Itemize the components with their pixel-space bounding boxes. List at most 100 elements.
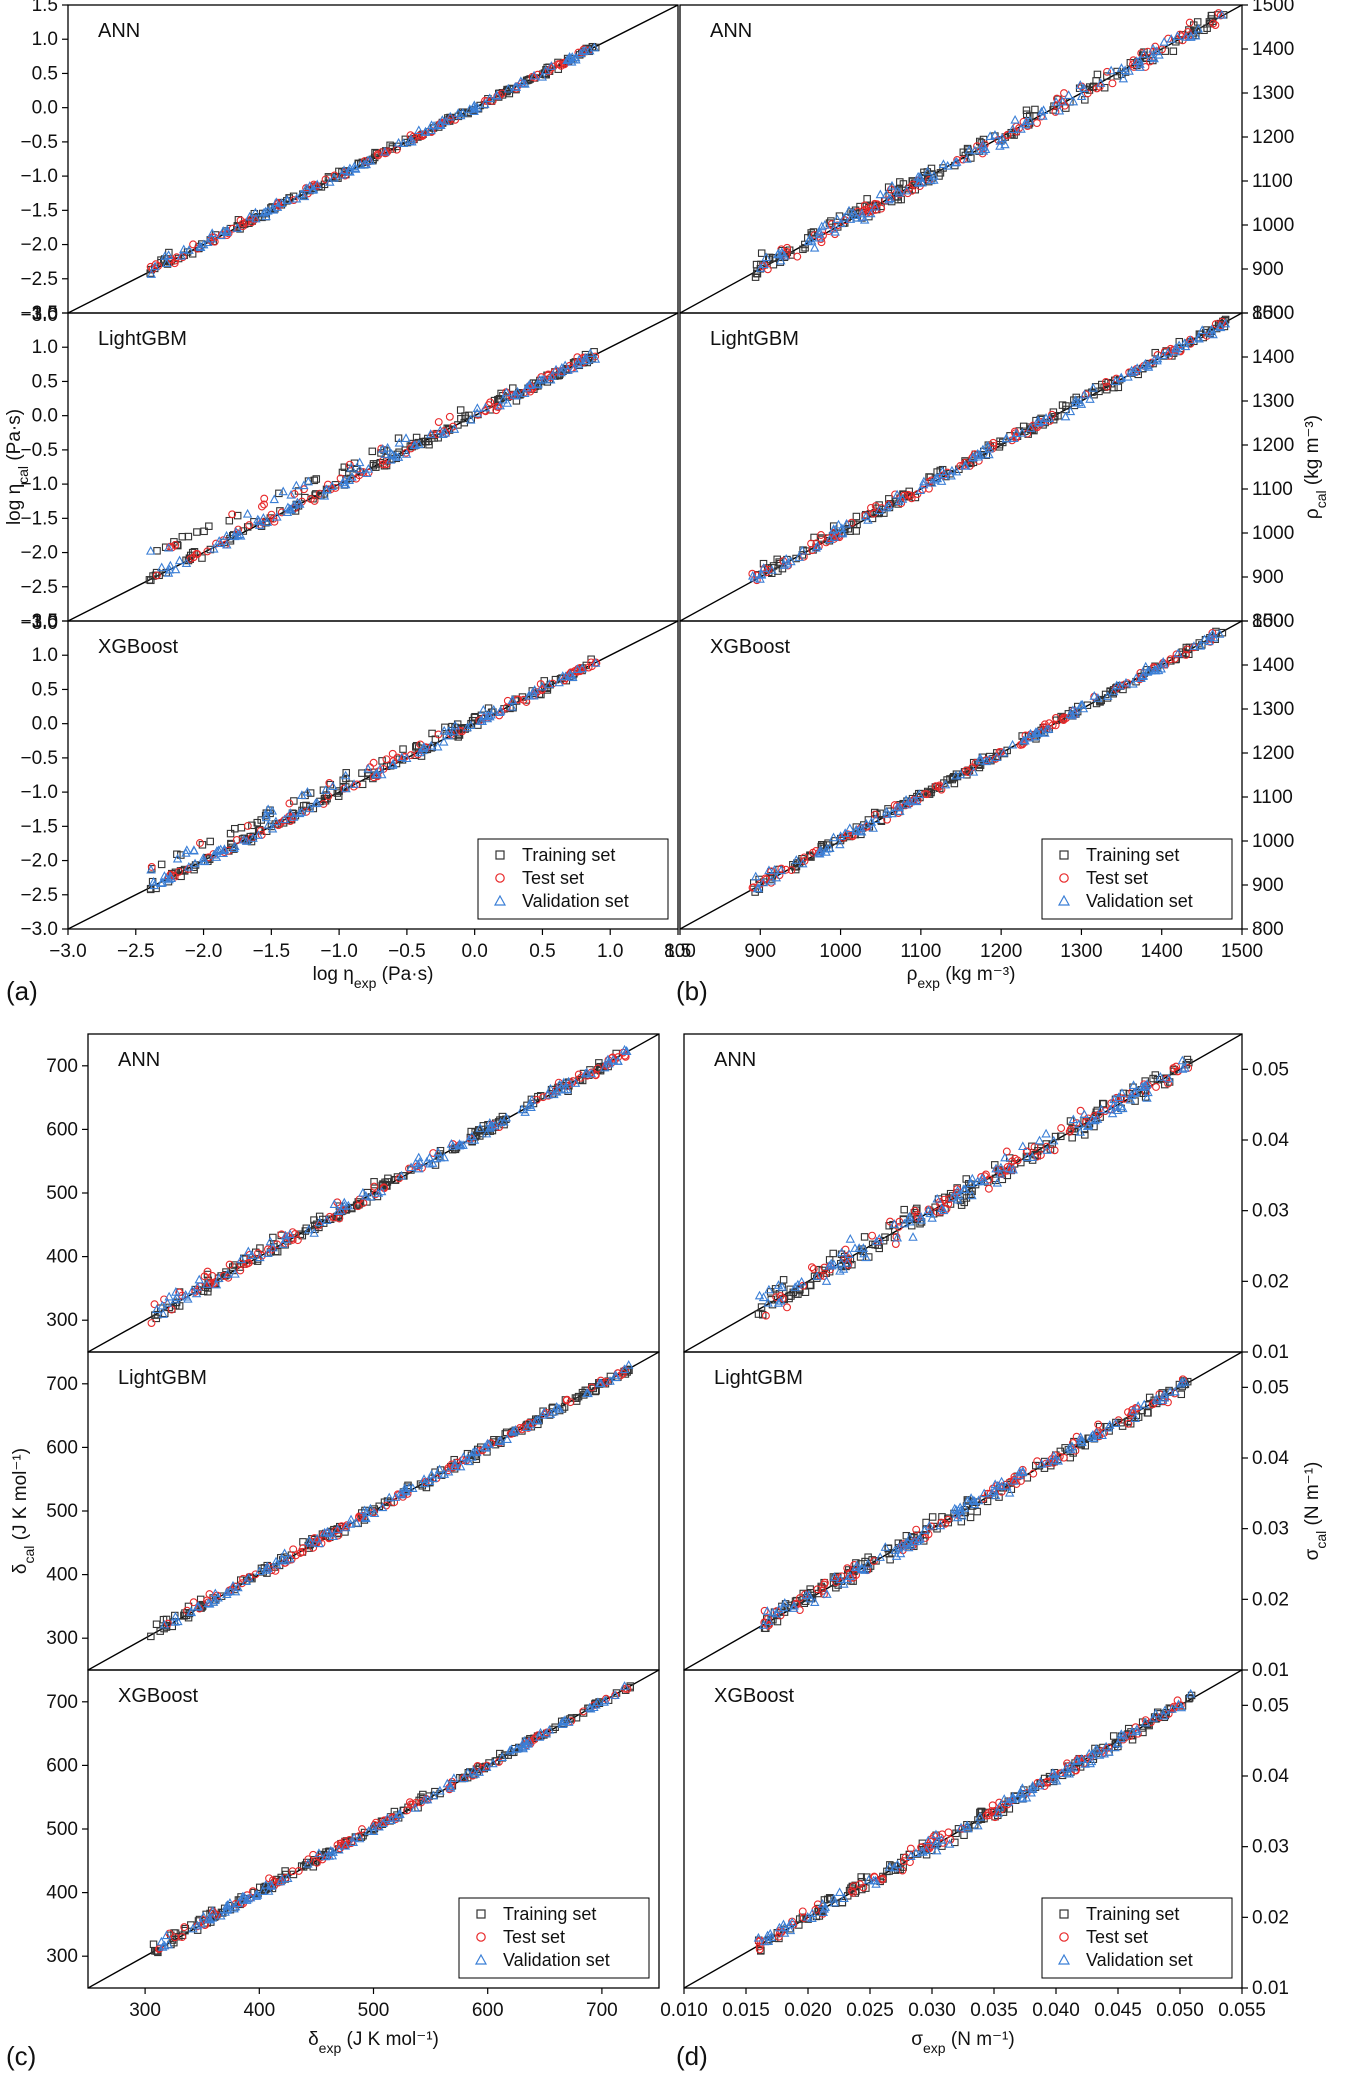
y-tick-label: 1500 [1252, 611, 1294, 632]
point-validation [291, 480, 302, 490]
y-tick-label: 0.5 [32, 63, 58, 84]
point-validation [833, 519, 844, 529]
point-validation [1082, 1121, 1093, 1131]
point-validation [433, 741, 443, 751]
point-validation [1092, 1745, 1103, 1755]
model-label: LightGBM [98, 328, 187, 350]
point-training [757, 1946, 765, 1954]
point-validation [1048, 1768, 1058, 1777]
point-validation [312, 1533, 322, 1543]
point-training [879, 1236, 888, 1245]
point-test [219, 1271, 228, 1280]
point-validation [216, 1910, 226, 1920]
point-validation [239, 1891, 249, 1901]
point-validation [1084, 1748, 1094, 1758]
legend-marker-square [476, 1909, 486, 1919]
x-tick-label: 0.015 [722, 2000, 770, 2021]
point-validation [1143, 360, 1153, 370]
point-validation [543, 1089, 553, 1099]
point-training [1041, 418, 1049, 427]
point-validation [254, 520, 265, 529]
point-training [757, 1303, 766, 1311]
point-validation [340, 1840, 351, 1850]
y-tick-label: 1200 [1252, 743, 1294, 764]
point-training [860, 1233, 869, 1241]
point-test [1059, 1453, 1068, 1462]
point-test [898, 1866, 907, 1875]
point-validation [553, 1403, 563, 1413]
subplot-xgboost: XGBoost800900100011001200130014001500Tra… [679, 611, 1294, 940]
point-validation [161, 258, 172, 268]
point-validation [977, 139, 988, 149]
point-validation [214, 536, 224, 545]
point-test [772, 1293, 781, 1302]
y-tick-label: −3.0 [20, 303, 58, 324]
point-validation [1128, 1080, 1139, 1090]
point-validation [261, 812, 272, 822]
point-validation [1009, 433, 1019, 443]
point-validation [753, 883, 764, 893]
point-validation [916, 1846, 927, 1856]
point-test [395, 1174, 404, 1183]
y-tick-label: 0.0 [32, 98, 58, 119]
point-validation [892, 802, 902, 812]
point-validation [1110, 1742, 1120, 1752]
point-validation [812, 1271, 822, 1280]
point-test [285, 799, 294, 808]
point-validation [929, 171, 939, 180]
point-validation [325, 177, 335, 186]
y-tick-label: −1.0 [20, 474, 58, 495]
point-training [912, 1206, 920, 1214]
point-validation [1065, 1760, 1075, 1770]
point-test [847, 1887, 856, 1896]
point-training [849, 520, 858, 528]
point-test [837, 1572, 846, 1581]
point-test [542, 1728, 551, 1737]
point-validation [944, 1839, 955, 1848]
point-test [1152, 1083, 1160, 1091]
point-training [400, 1806, 408, 1815]
point-validation [359, 1505, 370, 1515]
point-validation [1041, 1128, 1051, 1138]
point-validation [386, 1815, 396, 1824]
point-training [147, 576, 155, 585]
point-training [896, 178, 904, 186]
point-training [1207, 15, 1215, 23]
point-validation [966, 1178, 976, 1188]
point-validation [1215, 322, 1226, 332]
point-validation [243, 1246, 254, 1256]
point-training [301, 1227, 310, 1235]
point-validation [456, 1140, 466, 1150]
x-tick-label: 0.035 [970, 2000, 1018, 2021]
point-validation [992, 1177, 1003, 1187]
point-validation [285, 808, 296, 817]
point-validation [1112, 680, 1122, 690]
point-training [320, 180, 329, 189]
point-validation [1217, 9, 1227, 19]
point-validation [1172, 31, 1183, 40]
y-tick-label: 1200 [1252, 435, 1294, 456]
point-validation [962, 1820, 972, 1830]
point-validation [1093, 693, 1103, 702]
point-validation [984, 754, 994, 764]
legend-marker-square [495, 850, 505, 860]
y-tick-label: 900 [1252, 259, 1284, 280]
point-validation [431, 1153, 442, 1163]
point-validation [363, 1826, 374, 1835]
point-validation [209, 543, 219, 553]
model-label: XGBoost [98, 636, 178, 658]
point-validation [210, 1588, 221, 1598]
legend-entry: Validation set [503, 1950, 610, 1970]
point-test [1119, 1735, 1128, 1744]
point-validation [296, 807, 307, 816]
point-validation [420, 1478, 430, 1488]
point-test [1042, 1459, 1050, 1468]
point-validation [922, 166, 933, 176]
point-training [858, 1885, 866, 1894]
point-training [147, 1632, 155, 1641]
point-validation [844, 205, 854, 215]
point-validation [253, 830, 264, 839]
point-test [306, 495, 315, 504]
y-tick-label: −0.5 [20, 132, 58, 153]
point-validation [241, 1576, 251, 1585]
